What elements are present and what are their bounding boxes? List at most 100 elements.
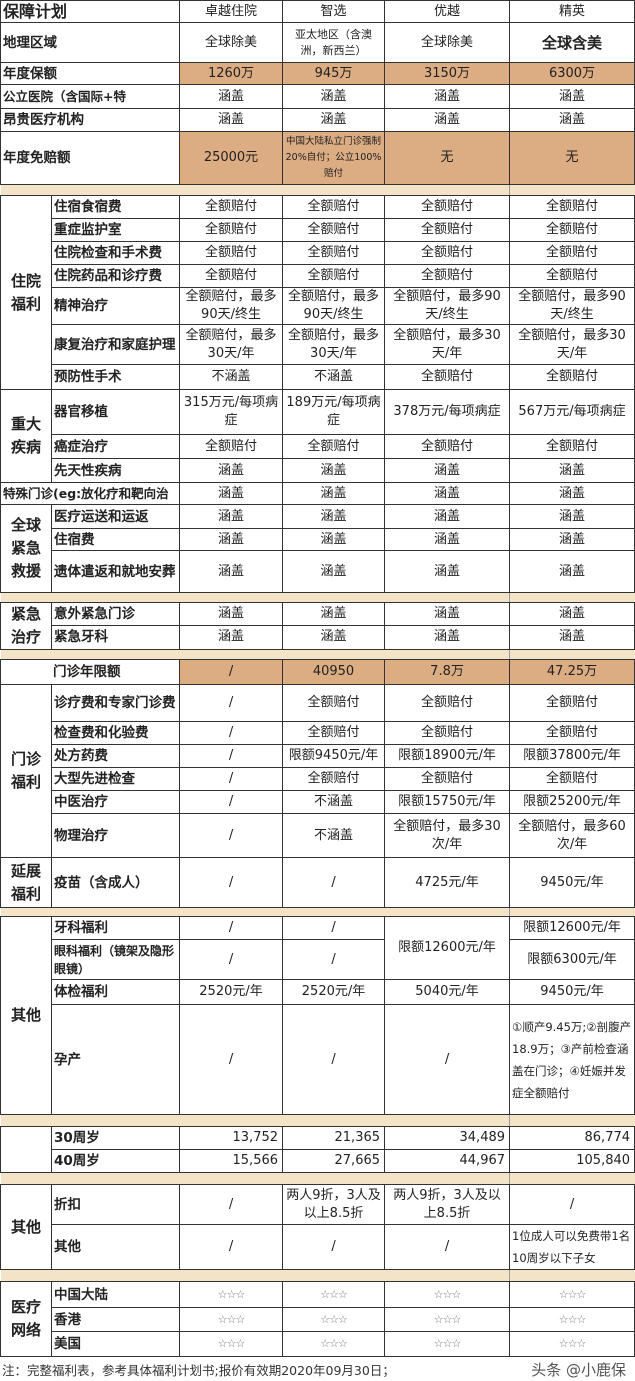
- value-cell: 涵盖: [282, 84, 386, 109]
- value-cell: 40950: [282, 659, 386, 685]
- value-cell: 全额赔付，最多90天/终生: [282, 287, 386, 325]
- table-row: 孕产 / / / ①顺产9.45万;②剖腹产18.9万；③产前检查涵盖在门诊；④妊娠并发…: [1, 1004, 635, 1115]
- value-cell: ☆☆☆: [509, 1307, 635, 1332]
- separator: [509, 184, 635, 196]
- value-cell: 15,566: [179, 1149, 284, 1173]
- table-row: 癌症治疗 全额赔付 全额赔付 全额赔付 全额赔付: [1, 434, 635, 459]
- row-label: 其他: [50, 1224, 181, 1270]
- value-cell: 涵盖: [384, 458, 511, 483]
- value-cell: 涵盖: [282, 458, 386, 483]
- value-cell: 涵盖: [179, 504, 284, 529]
- value-cell: 13,752: [179, 1126, 284, 1150]
- value-cell: /: [282, 939, 386, 980]
- value-cell: 全额赔付: [282, 264, 386, 288]
- group-label: 门诊福利: [0, 684, 52, 858]
- row-label: 体检福利: [50, 979, 181, 1005]
- value-cell: 21,365: [282, 1126, 386, 1150]
- row-label: 诊疗费和专家门诊费: [50, 684, 181, 722]
- value-cell: 1260万: [179, 62, 284, 85]
- table-row: 其他 折扣 / 两人9折，3人及以上8.5折 两人9折，3人及以上8.5折 /: [0, 1184, 635, 1270]
- row-label: 年度保额: [0, 62, 181, 85]
- row-label: 公立医院（含国际+特: [0, 84, 181, 109]
- group-label: 延展福利: [0, 857, 52, 908]
- table-row: 特殊门诊(eg:放化疗和靶向治 涵盖 涵盖 涵盖 涵盖: [0, 482, 635, 505]
- row-label: 器官移植: [50, 389, 181, 435]
- value-cell: 限额12600元/年: [509, 916, 635, 940]
- value-cell: ☆☆☆: [282, 1307, 386, 1332]
- group-label: 其他: [0, 1184, 52, 1270]
- value-cell: 9450元/年: [509, 979, 635, 1005]
- value-cell: 27,665: [282, 1149, 386, 1173]
- plan-name-1: 智选: [282, 0, 386, 23]
- value-cell: 全额赔付: [509, 218, 635, 242]
- value-cell: 315万元/每项病症: [179, 389, 284, 435]
- value-cell: 限额37800元/年: [509, 744, 635, 768]
- row-label: 中国大陆: [50, 1281, 181, 1308]
- plan-name-2: 优越: [384, 0, 511, 23]
- row-label: 精神治疗: [50, 287, 181, 325]
- value-cell: 涵盖: [179, 528, 284, 551]
- value-cell: 涵盖: [282, 482, 386, 505]
- table-row: 年度免赔额 25000元 中国大陆私立门诊强制20%自付；公立100%赔付无无: [0, 131, 635, 185]
- value-cell: 涵盖: [282, 624, 386, 651]
- table-row: 处方药费 / 限额9450元/年 限额18900元/年 限额37800元/年: [1, 744, 635, 768]
- value-cell: 全额赔付: [179, 241, 284, 265]
- value-cell: 涵盖: [509, 550, 635, 593]
- row-label: 年度免赔额: [0, 131, 181, 185]
- value-cell: 中国大陆私立门诊强制20%自付；公立100%赔付: [282, 131, 386, 185]
- table-row: 住宿费 涵盖 涵盖 涵盖 涵盖: [1, 528, 635, 551]
- row-label: 折扣: [50, 1184, 181, 1225]
- value-cell: 涵盖: [509, 108, 635, 132]
- value-cell: 378万元/每项病症: [384, 389, 511, 435]
- value-cell: ☆☆☆: [179, 1331, 284, 1357]
- value-cell: 涵盖: [384, 550, 511, 593]
- value-cell: 全额赔付: [179, 218, 284, 242]
- group-label: 重大疾病: [0, 389, 52, 483]
- value-cell: 全额赔付: [509, 364, 635, 390]
- value-cell: 全球除美: [179, 22, 284, 63]
- header-label: 保障计划: [0, 0, 181, 23]
- value-cell: ☆☆☆: [384, 1307, 511, 1332]
- row-label: 重症监护室: [50, 218, 181, 242]
- value-cell: ☆☆☆: [282, 1281, 386, 1308]
- separator: [509, 649, 635, 660]
- value-cell: ☆☆☆: [179, 1281, 284, 1308]
- value-cell: 涵盖: [282, 108, 386, 132]
- value-cell: 全额赔付: [282, 434, 386, 459]
- value-cell: 4725元/年: [384, 857, 511, 908]
- value-cell: 全额赔付: [509, 721, 635, 745]
- value-cell: 涵盖: [179, 482, 284, 505]
- value-cell: 全额赔付: [282, 218, 386, 242]
- value-cell: /: [179, 684, 284, 722]
- table-row: 紧急治疗 意外紧急门诊 涵盖 涵盖 涵盖 涵盖: [0, 602, 635, 650]
- value-cell: 105,840: [509, 1149, 635, 1173]
- table-row: 遗体遣返和就地安葬 涵盖 涵盖 涵盖 涵盖: [1, 550, 635, 593]
- value-cell: 涵盖: [384, 84, 511, 109]
- value-cell: 涵盖: [384, 482, 511, 505]
- value-cell: 全额赔付: [384, 364, 511, 390]
- row-label: 地理区域: [0, 22, 181, 63]
- value-cell: 34,489: [384, 1126, 511, 1150]
- value-cell: ☆☆☆: [509, 1331, 635, 1357]
- value-cell: 无: [384, 131, 511, 185]
- table-row: 先天性疾病 涵盖 涵盖 涵盖 涵盖: [1, 458, 635, 483]
- row-label: 住宿费: [50, 528, 181, 551]
- table-row: 年度保额 1260万 945万 3150万 6300万: [0, 62, 635, 85]
- separator: [509, 1114, 635, 1127]
- value-cell: 涵盖: [384, 602, 511, 626]
- value-cell: /: [282, 1224, 386, 1270]
- value-cell: 全额赔付: [509, 241, 635, 265]
- value-cell: 全额赔付，最多30天/年: [282, 324, 386, 365]
- value-cell: 不涵盖: [179, 364, 284, 390]
- value-cell: 9450元/年: [509, 857, 635, 908]
- value-cell: 涵盖: [384, 624, 511, 651]
- row-label: 康复治疗和家庭护理: [50, 324, 181, 365]
- table-row: 延展福利 疫苗（含成人） //4725元/年 9450元/年: [0, 857, 635, 908]
- row-label: 门诊年限额: [0, 659, 181, 685]
- separator-row: [0, 907, 635, 917]
- table-row: 重大疾病 器官移植 315万元/每项病症 189万元/每项病症 378万元/每项病症 56…: [0, 389, 635, 483]
- value-cell: 全额赔付: [384, 434, 511, 459]
- separator-row: [0, 184, 635, 196]
- value-cell: /: [179, 1224, 284, 1270]
- value-cell: 限额25200元/年: [509, 790, 635, 814]
